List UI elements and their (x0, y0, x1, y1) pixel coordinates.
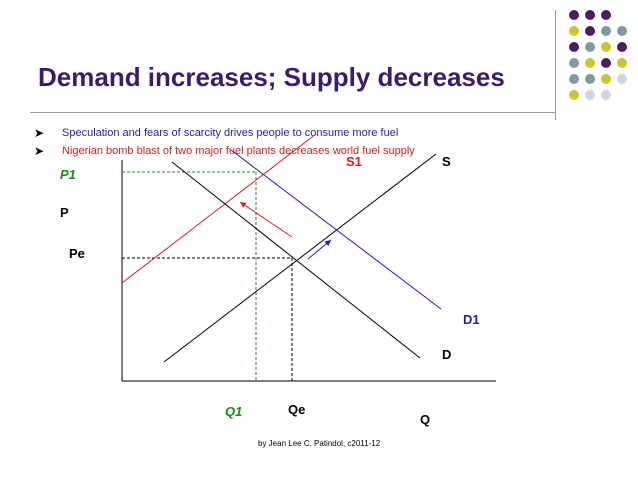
dot-icon (601, 42, 611, 52)
dot-icon (617, 74, 627, 84)
dot-icon (569, 90, 579, 100)
bullet-demand: Speculation and fears of scarcity drives… (62, 127, 399, 139)
dot-icon (601, 10, 611, 20)
page-title: Demand increases; Supply decreases (38, 62, 505, 92)
label-qe: Qe (288, 402, 306, 417)
supply-curve-s1 (121, 133, 317, 284)
dot-icon (569, 26, 579, 36)
label-s: S (442, 154, 451, 169)
dot-icon (617, 42, 627, 52)
label-d1: D1 (463, 312, 480, 327)
dot-icon (569, 42, 579, 52)
label-pe: Pe (69, 246, 85, 261)
arrowhead-bullet-icon: ➤ (34, 126, 45, 140)
label-p: P (60, 205, 69, 220)
dot-icon (585, 90, 595, 100)
divider-horizontal (30, 112, 555, 113)
dot-icon (569, 58, 579, 68)
demand-curve-d (171, 161, 421, 359)
footer-credit: by Jean Lee C. Patindol, c2011-12 (258, 439, 381, 448)
dot-icon (585, 26, 595, 36)
dot-icon (601, 90, 611, 100)
label-s1: S1 (346, 154, 362, 169)
label-q: Q (420, 412, 431, 427)
supply-shift-arrow-icon (239, 201, 293, 238)
supply-curve-s (163, 153, 437, 363)
demand-curve-d1 (230, 149, 442, 310)
arrowhead-bullet-icon: ➤ (34, 144, 45, 158)
dot-icon (585, 74, 595, 84)
dot-icon (601, 74, 611, 84)
dot-icon (617, 58, 627, 68)
dot-icon (617, 26, 627, 36)
dot-icon (569, 10, 579, 20)
divider-vertical (555, 10, 556, 120)
dot-icon (569, 74, 579, 84)
dot-icon (601, 26, 611, 36)
label-p1: P1 (60, 167, 76, 182)
dot-icon (585, 10, 595, 20)
dot-icon (585, 42, 595, 52)
dot-icon (585, 58, 595, 68)
dot-icon (601, 58, 611, 68)
label-d: D (442, 347, 452, 362)
demand-shift-arrow-icon (307, 239, 332, 260)
label-q1: Q1 (225, 404, 243, 419)
bullet-supply: Nigerian bomb blast of two major fuel pl… (62, 145, 415, 157)
